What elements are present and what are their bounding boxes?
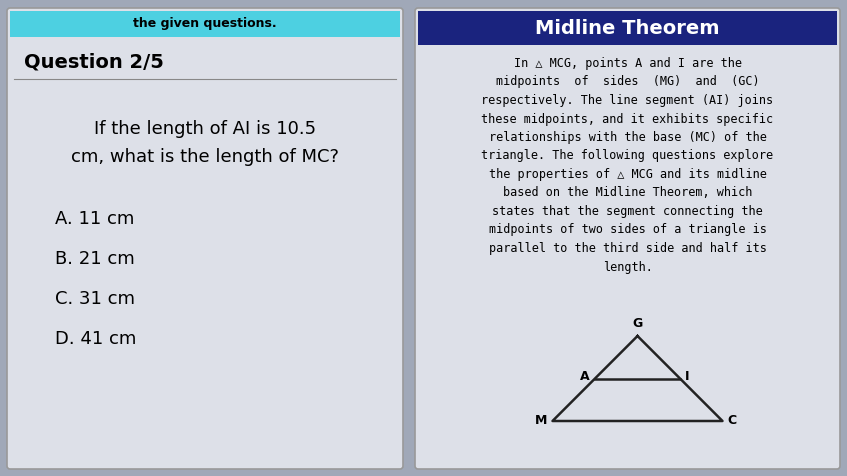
FancyBboxPatch shape [415, 8, 840, 469]
Text: relationships with the base (MC) of the: relationships with the base (MC) of the [489, 131, 767, 144]
Text: midpoints of two sides of a triangle is: midpoints of two sides of a triangle is [489, 224, 767, 237]
Text: C: C [728, 415, 737, 427]
Text: Question 2/5: Question 2/5 [24, 53, 163, 72]
Text: based on the Midline Theorem, which: based on the Midline Theorem, which [503, 187, 752, 199]
FancyBboxPatch shape [7, 8, 403, 469]
Text: I: I [685, 370, 689, 383]
Text: B. 21 cm: B. 21 cm [55, 250, 135, 268]
Text: respectively. The line segment (AI) joins: respectively. The line segment (AI) join… [481, 94, 773, 107]
Text: states that the segment connecting the: states that the segment connecting the [492, 205, 763, 218]
Text: M: M [535, 415, 547, 427]
Text: triangle. The following questions explore: triangle. The following questions explor… [481, 149, 773, 162]
Text: the given questions.: the given questions. [133, 18, 277, 30]
Text: midpoints  of  sides  (MG)  and  (GC): midpoints of sides (MG) and (GC) [495, 76, 759, 89]
Text: parallel to the third side and half its: parallel to the third side and half its [489, 242, 767, 255]
Text: D. 41 cm: D. 41 cm [55, 330, 136, 348]
Text: C. 31 cm: C. 31 cm [55, 290, 135, 308]
Text: these midpoints, and it exhibits specific: these midpoints, and it exhibits specifi… [481, 112, 773, 126]
Text: G: G [633, 317, 643, 330]
Text: Midline Theorem: Midline Theorem [535, 19, 720, 38]
Bar [10, 11, 400, 37]
Bar [418, 11, 837, 45]
Text: In △ MCG, points A and I are the: In △ MCG, points A and I are the [513, 57, 741, 70]
Text: length.: length. [602, 260, 652, 274]
Text: the properties of △ MCG and its midline: the properties of △ MCG and its midline [489, 168, 767, 181]
Text: If the length of AI is 10.5: If the length of AI is 10.5 [94, 120, 316, 138]
Text: cm, what is the length of MC?: cm, what is the length of MC? [71, 148, 339, 166]
Text: A: A [580, 370, 590, 383]
Text: A. 11 cm: A. 11 cm [55, 210, 135, 228]
